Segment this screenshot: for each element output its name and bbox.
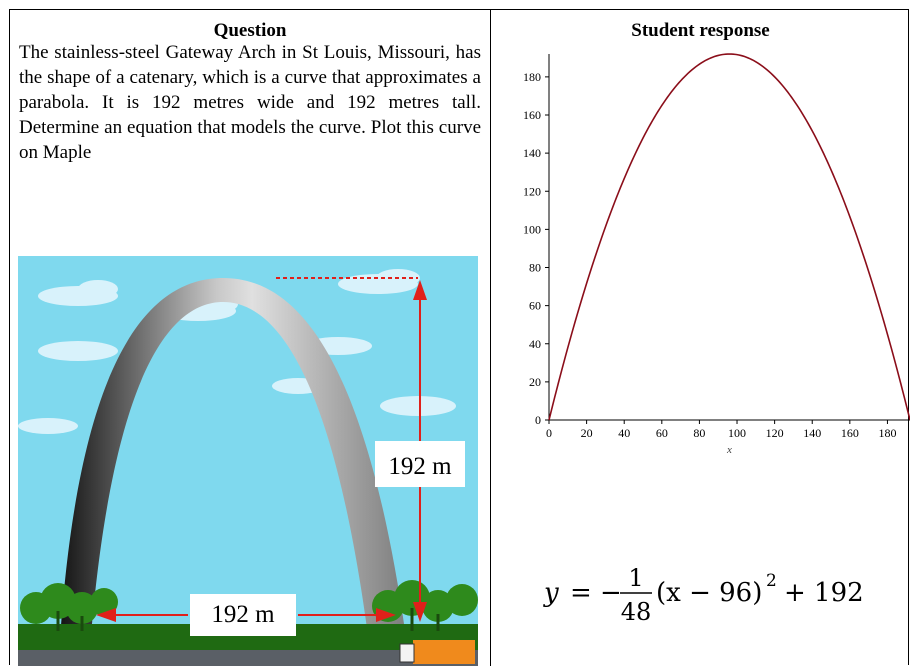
equation-lhs: y — [543, 578, 559, 608]
y-tick-label: 140 — [523, 146, 541, 160]
x-tick-label: 20 — [581, 426, 593, 440]
arch-illustration: 192 m 192 m — [18, 256, 478, 666]
plot-svg: 0 20 40 60 80 100 120 140 160 180 0 20 40 60 80 100 120 1… — [523, 53, 911, 456]
question-text: The stainless-steel Gateway Arch in St L… — [19, 42, 481, 163]
width-label-box — [190, 594, 296, 636]
x-axis-label: x — [726, 444, 732, 456]
x-tick-label: 140 — [803, 426, 821, 440]
height-label-box — [375, 441, 465, 487]
gateway-arch-image: 192 m 192 m — [18, 256, 478, 666]
response-table: Question Student response The stainless-… — [9, 9, 911, 666]
equation-exponent: 2 — [766, 571, 777, 591]
x-tick-label: 80 — [693, 426, 705, 440]
arch-structure — [58, 278, 410, 666]
equation-denominator: 48 — [621, 598, 652, 626]
y-tick-label: 40 — [529, 337, 541, 351]
width-label: 192 m — [211, 601, 275, 628]
equation-equals: = — [570, 578, 592, 608]
arrow-right-icon — [376, 608, 396, 622]
x-tick-label: 160 — [841, 426, 859, 440]
x-tick-label: 0 — [546, 426, 552, 440]
arrow-down-icon — [413, 602, 427, 622]
y-tick-label: 100 — [523, 222, 541, 236]
equation-minus: − — [600, 578, 622, 608]
y-tick-label: 120 — [523, 184, 541, 198]
y-tick-label: 160 — [523, 108, 541, 122]
equation-tail: + 192 — [784, 578, 864, 608]
question-header: Question — [213, 20, 287, 41]
x-tick-label: 100 — [728, 426, 746, 440]
y-tick-label: 20 — [529, 375, 541, 389]
column-divider — [490, 10, 491, 666]
y-tick-label: 80 — [529, 261, 541, 275]
arrow-up-icon — [413, 280, 427, 300]
arrow-left-icon — [96, 608, 116, 622]
series-line — [548, 53, 911, 421]
student-response-header: Student response — [631, 20, 770, 41]
y-tick-label: 0 — [535, 413, 541, 427]
x-tick-label: 120 — [766, 426, 784, 440]
equation: y = − 1 48 (x − 96) 2 + 192 — [540, 558, 880, 638]
clouds — [18, 269, 456, 434]
truck — [413, 640, 475, 664]
height-label: 192 m — [388, 453, 452, 480]
equation-svg: y = − 1 48 (x − 96) 2 + 192 — [543, 564, 864, 626]
tree-trunks — [56, 608, 440, 631]
equation-numerator: 1 — [628, 564, 643, 592]
y-tick-label: 180 — [523, 70, 541, 84]
x-tick-label: 40 — [618, 426, 630, 440]
x-tick-label: 60 — [656, 426, 668, 440]
x-tick-label: 180 — [878, 426, 896, 440]
maple-plot: 0 20 40 60 80 100 120 140 160 180 0 20 40 60 80 100 120 1… — [491, 48, 911, 478]
road — [18, 650, 478, 666]
y-tick-label: 60 — [529, 299, 541, 313]
equation-paren: (x − 96) — [656, 578, 762, 608]
